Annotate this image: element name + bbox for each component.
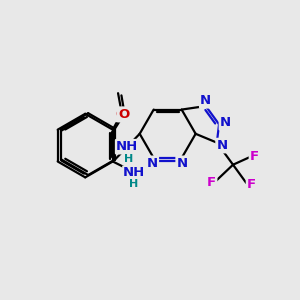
Text: F: F <box>207 176 216 189</box>
Text: NH: NH <box>116 140 138 153</box>
Text: F: F <box>250 150 259 163</box>
Text: F: F <box>247 178 256 191</box>
Text: N: N <box>200 94 212 107</box>
Text: N: N <box>220 116 231 129</box>
Text: O: O <box>118 108 129 121</box>
Text: NH: NH <box>123 166 145 179</box>
Text: N: N <box>177 157 188 170</box>
Text: O: O <box>116 108 127 121</box>
Text: N: N <box>217 139 228 152</box>
Text: N: N <box>147 157 158 170</box>
Text: H: H <box>129 179 139 189</box>
Text: H: H <box>124 154 134 164</box>
